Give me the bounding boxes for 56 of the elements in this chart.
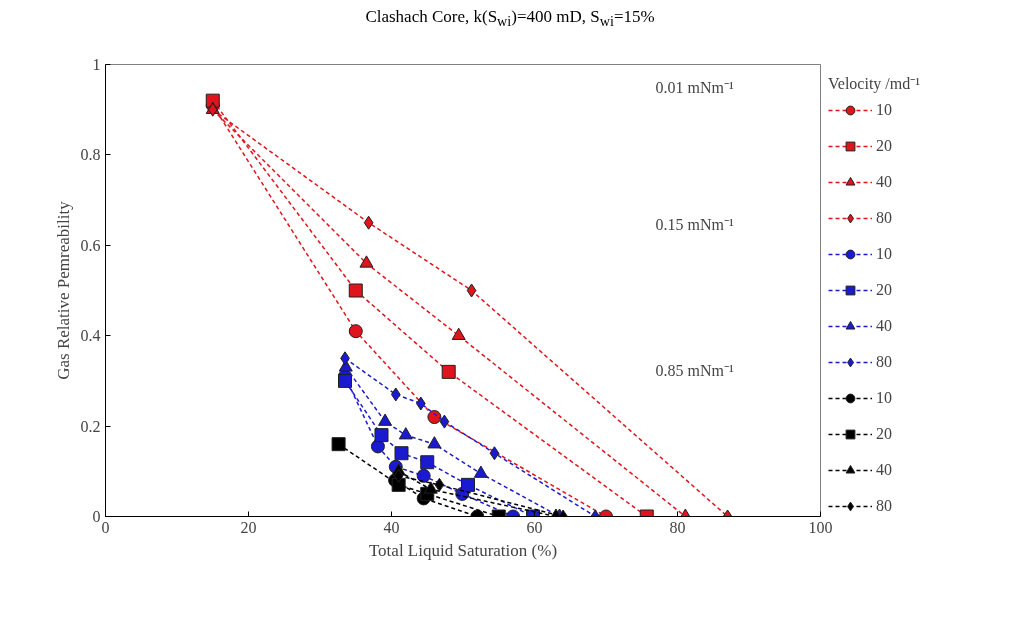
point — [441, 364, 456, 379]
point — [378, 413, 393, 426]
legend-label: 40 — [876, 461, 893, 479]
legend-label: 20 — [876, 281, 893, 299]
point — [348, 283, 363, 298]
point — [423, 481, 438, 494]
x-tick-label: 20 — [240, 518, 257, 536]
point — [434, 477, 445, 492]
point — [374, 428, 389, 443]
y-tick-label: 0.2 — [80, 417, 101, 435]
point — [451, 327, 466, 340]
legend-label: 20 — [876, 137, 893, 155]
point — [461, 477, 476, 492]
point — [370, 439, 385, 454]
point — [420, 455, 435, 470]
chart-title: Clashach Core, k(S$_{wi}$)=400 mD, S$_{wi}$=15% — [365, 6, 655, 32]
annotation: 0.01 mNm⁻¹ — [655, 78, 734, 96]
x-tick-label: 60 — [526, 518, 543, 536]
legend-label: 10 — [876, 389, 893, 407]
point — [398, 427, 413, 440]
point — [363, 215, 374, 230]
legend-label: 20 — [876, 425, 893, 443]
legend-label: 10 — [876, 101, 893, 119]
legend-label: 80 — [876, 497, 893, 515]
x-tick-label: 100 — [808, 518, 833, 536]
x-axis-title: Total Liquid Saturation (%) — [368, 540, 558, 560]
point — [427, 436, 442, 449]
legend-label: 40 — [876, 173, 893, 191]
y-tick-label: 0.6 — [80, 236, 101, 254]
point — [473, 465, 488, 478]
point — [348, 324, 363, 339]
point — [338, 373, 353, 388]
point — [427, 410, 442, 425]
point — [331, 437, 346, 452]
point — [359, 255, 374, 268]
annotation: 0.15 mNm⁻¹ — [655, 215, 734, 233]
legend-label: 80 — [876, 209, 893, 227]
y-tick-label: 1 — [92, 56, 101, 73]
legend-title: Velocity /md⁻¹ — [828, 74, 921, 94]
point — [393, 468, 404, 483]
point — [394, 446, 409, 461]
y-tick-label: 0.8 — [80, 146, 101, 164]
legend-label: 80 — [876, 353, 893, 371]
annotation: 0.85 mNm⁻¹ — [655, 361, 734, 379]
y-axis-title: Gas Relative Pemreability — [53, 200, 73, 380]
point — [416, 468, 431, 483]
point — [439, 414, 450, 429]
point — [466, 283, 477, 298]
x-tick-label: 80 — [669, 518, 686, 536]
point — [390, 387, 401, 402]
legend-label: 40 — [876, 317, 893, 335]
x-tick-label: 40 — [383, 518, 400, 536]
legend-label: 10 — [876, 245, 893, 263]
y-tick-label: 0.4 — [80, 327, 101, 345]
point — [415, 396, 426, 411]
point — [489, 446, 500, 461]
